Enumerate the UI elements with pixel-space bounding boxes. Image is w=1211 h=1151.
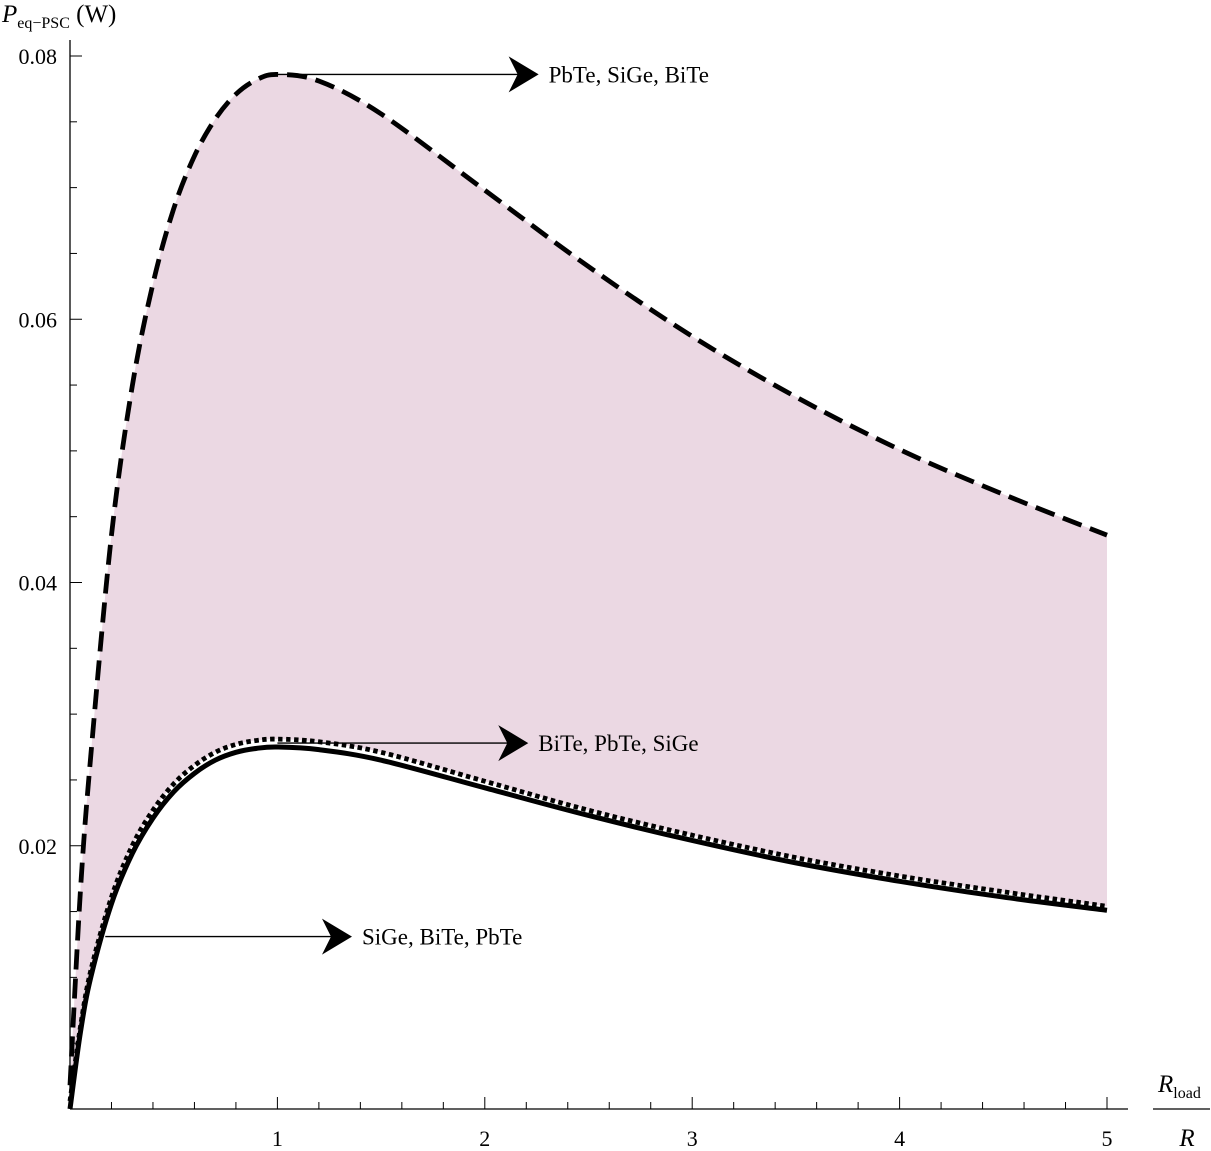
y-axis-title: Peq−PSC (W) — [1, 1, 116, 32]
annotation-label: PbTe, SiGe, BiTe — [549, 62, 709, 87]
x-axis-title-denominator: R — [1178, 1125, 1194, 1151]
annotation-arrow-head — [321, 918, 352, 955]
annotation-arrow-head — [498, 725, 529, 762]
x-tick-label: 1 — [272, 1126, 283, 1151]
series-line-solid — [67, 744, 1108, 1110]
series-line-dashed — [67, 72, 1108, 1086]
x-axis-title-main: R — [1157, 1071, 1173, 1098]
annotation-label: BiTe, PbTe, SiGe — [538, 731, 698, 756]
x-axis-title-subscript: load — [1173, 1085, 1201, 1102]
y-tick-label: 0.04 — [19, 571, 58, 596]
x-tick-label: 3 — [687, 1126, 698, 1151]
series-line-dotted — [67, 736, 1108, 1102]
y-tick-label: 0.08 — [19, 44, 58, 69]
y-tick-label: 0.06 — [19, 307, 58, 332]
y-axis-title-main: P — [1, 1, 17, 28]
x-axis-title-numerator: Rload — [1157, 1071, 1201, 1102]
shaded-region-layer — [70, 74, 1107, 1102]
shaded-region — [70, 74, 1107, 1102]
y-tick-label: 0.02 — [19, 834, 58, 859]
y-axis-title-subscript: eq−PSC — [17, 15, 70, 32]
annotation-layer: PbTe, SiGe, BiTe BiTe, PbTe, SiGe SiGe, Bi… — [105, 56, 709, 955]
x-tick-label: 4 — [894, 1126, 905, 1151]
x-tick-label: 2 — [479, 1126, 490, 1151]
annotation-arrow-head — [508, 56, 539, 93]
annotation-label: SiGe, BiTe, PbTe — [362, 925, 522, 950]
series-layer — [67, 72, 1108, 1110]
y-axis-title-unit: (W) — [70, 1, 117, 28]
x-tick-label: 5 — [1102, 1126, 1113, 1151]
axes-layer: 1 2 3 4 5 0.02 0.04 0.06 0.08 — [19, 40, 1128, 1151]
